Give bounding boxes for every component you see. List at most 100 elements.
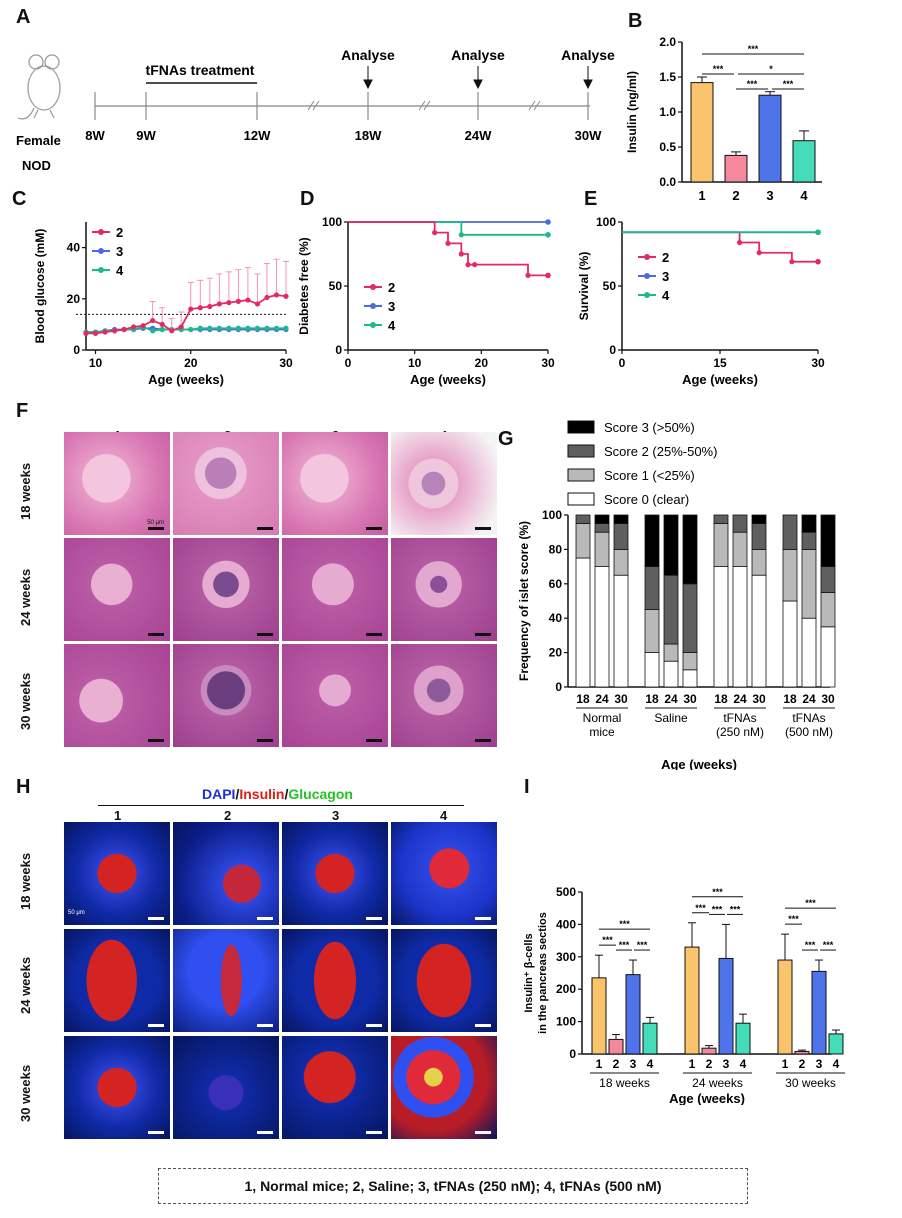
dapi-label: DAPI <box>202 786 236 802</box>
group-label: 18 weeks <box>599 1076 650 1090</box>
x-tick-label: 10 <box>408 356 422 370</box>
y-tick-label: 0 <box>555 680 562 694</box>
group-label: mice <box>589 725 615 739</box>
data-point <box>472 262 478 268</box>
stacked-bar-segment <box>713 566 729 688</box>
y-tick-label: 1.0 <box>659 105 676 119</box>
y-tick-label: 400 <box>556 917 576 931</box>
x-axis-label: Age (weeks) <box>148 372 224 387</box>
y-axis-label: Insulin (ng/ml) <box>625 71 639 153</box>
stacked-bar-segment <box>801 548 817 619</box>
x-axis-label: Age (weeks) <box>669 1091 745 1105</box>
stacked-bar-segment <box>820 514 836 567</box>
data-point <box>216 301 222 307</box>
row-label-24-weeks: 24 weeks <box>18 956 33 1014</box>
row-label-24-weeks: 24 weeks <box>18 568 33 626</box>
data-point <box>465 262 471 268</box>
legend-marker <box>644 273 650 279</box>
data-point <box>737 239 743 246</box>
data-point <box>283 293 289 299</box>
significance-label: *** <box>619 919 630 929</box>
stacked-bar-segment <box>594 566 610 688</box>
category-label: 4 <box>800 188 808 203</box>
data-point <box>458 232 464 238</box>
stacked-bar-segment <box>594 514 610 525</box>
legend-swatch <box>567 492 595 506</box>
bar <box>608 1038 624 1055</box>
stacked-bar-segment <box>782 548 798 602</box>
data-point <box>121 326 127 333</box>
x-tick-label: 30 <box>279 356 293 370</box>
significance-label: *** <box>637 940 648 950</box>
y-tick-label: 500 <box>556 885 576 899</box>
y-tick-label: 200 <box>556 982 576 996</box>
stacked-bar-segment <box>751 523 767 550</box>
scale-bar-label: 50 μm <box>68 910 85 916</box>
stacked-bar-segment <box>732 514 748 533</box>
stacked-bar-segment <box>663 574 679 645</box>
stacked-bar-segment <box>713 514 729 525</box>
panel-label-a: A <box>16 6 31 28</box>
stacked-bar-segment <box>801 514 817 533</box>
panel-label-h: H <box>16 776 31 798</box>
data-point <box>273 325 280 331</box>
legend-marker <box>644 292 650 298</box>
analyse-label: Analyse <box>341 47 395 63</box>
if-image-30w-group2 <box>173 1036 279 1139</box>
he-image-18w-group4 <box>391 432 497 535</box>
legend-swatch <box>567 420 595 434</box>
group-label: Normal <box>583 711 622 725</box>
if-image-18w-group4 <box>391 822 497 925</box>
y-axis-label: Diabetes free (%) <box>297 237 311 334</box>
row-label-18-weeks: 18 weeks <box>18 852 33 910</box>
data-point <box>102 329 108 335</box>
he-image-24w-group4 <box>391 538 497 641</box>
stacked-bar-segment <box>732 531 748 567</box>
legend-label: 2 <box>388 280 395 295</box>
bar <box>758 94 782 183</box>
if-image-24w-group1 <box>64 929 170 1032</box>
legend-label: 3 <box>388 299 395 314</box>
stacked-bar-segment <box>644 566 660 611</box>
bar <box>792 140 816 183</box>
x-tick-label: 24 <box>664 692 678 706</box>
data-point <box>245 325 251 331</box>
blood-glucose-line-chart: 0 20 40 10 20 30 Age (weeks) Blood glucose (mM)… <box>33 222 293 387</box>
stacked-bar-segment <box>663 514 679 576</box>
significance-label: *** <box>805 898 816 908</box>
category-label: 1 <box>689 1057 696 1071</box>
immunofluorescence-panel: DAPI/Insulin/Glucagon 1 2 3 4 18 weeks 2… <box>0 786 500 1166</box>
legend-label: Score 1 (<25%) <box>604 468 695 483</box>
x-tick-label: 20 <box>184 356 198 370</box>
data-point <box>197 325 203 331</box>
bar <box>811 970 827 1055</box>
he-image-18w-group2 <box>173 432 279 535</box>
x-tick-label: 24 <box>802 692 816 706</box>
timeline-tick-labels: 8W 9W 12W 18W 24W 30W <box>85 128 602 143</box>
stacked-bar-segment <box>751 548 767 576</box>
data-point <box>273 292 280 298</box>
x-tick-label: 30 <box>541 356 555 370</box>
y-tick-label: 20 <box>67 292 81 306</box>
data-point <box>226 325 232 331</box>
stacked-bar-segment <box>575 523 591 559</box>
stacked-bar-segment <box>801 531 817 550</box>
stacked-bar-segment <box>613 548 629 576</box>
diabetes-free-chart: 0 50 100 0 10 20 30 Age (weeks) Diabetes free (%… <box>297 215 555 387</box>
x-axis-label: Age (weeks) <box>661 757 737 770</box>
category-label: 1 <box>596 1057 603 1071</box>
stacked-bar-segment <box>751 514 767 525</box>
y-tick-label: 80 <box>549 542 563 556</box>
x-tick-label: 18 <box>783 692 797 706</box>
bar <box>684 946 700 1055</box>
significance-label: *** <box>712 904 723 914</box>
category-label: 3 <box>723 1057 730 1071</box>
stacked-bar-segment <box>820 591 836 628</box>
x-tick-label: 18 <box>714 692 728 706</box>
significance-label: * <box>769 64 773 74</box>
stain-legend: DAPI/Insulin/Glucagon <box>202 786 353 802</box>
stacked-bar-segment <box>644 652 660 688</box>
bar <box>642 1022 658 1055</box>
analyse-markers: Analyse Analyse Analyse <box>341 47 615 90</box>
stacked-bar-segment <box>613 514 629 525</box>
